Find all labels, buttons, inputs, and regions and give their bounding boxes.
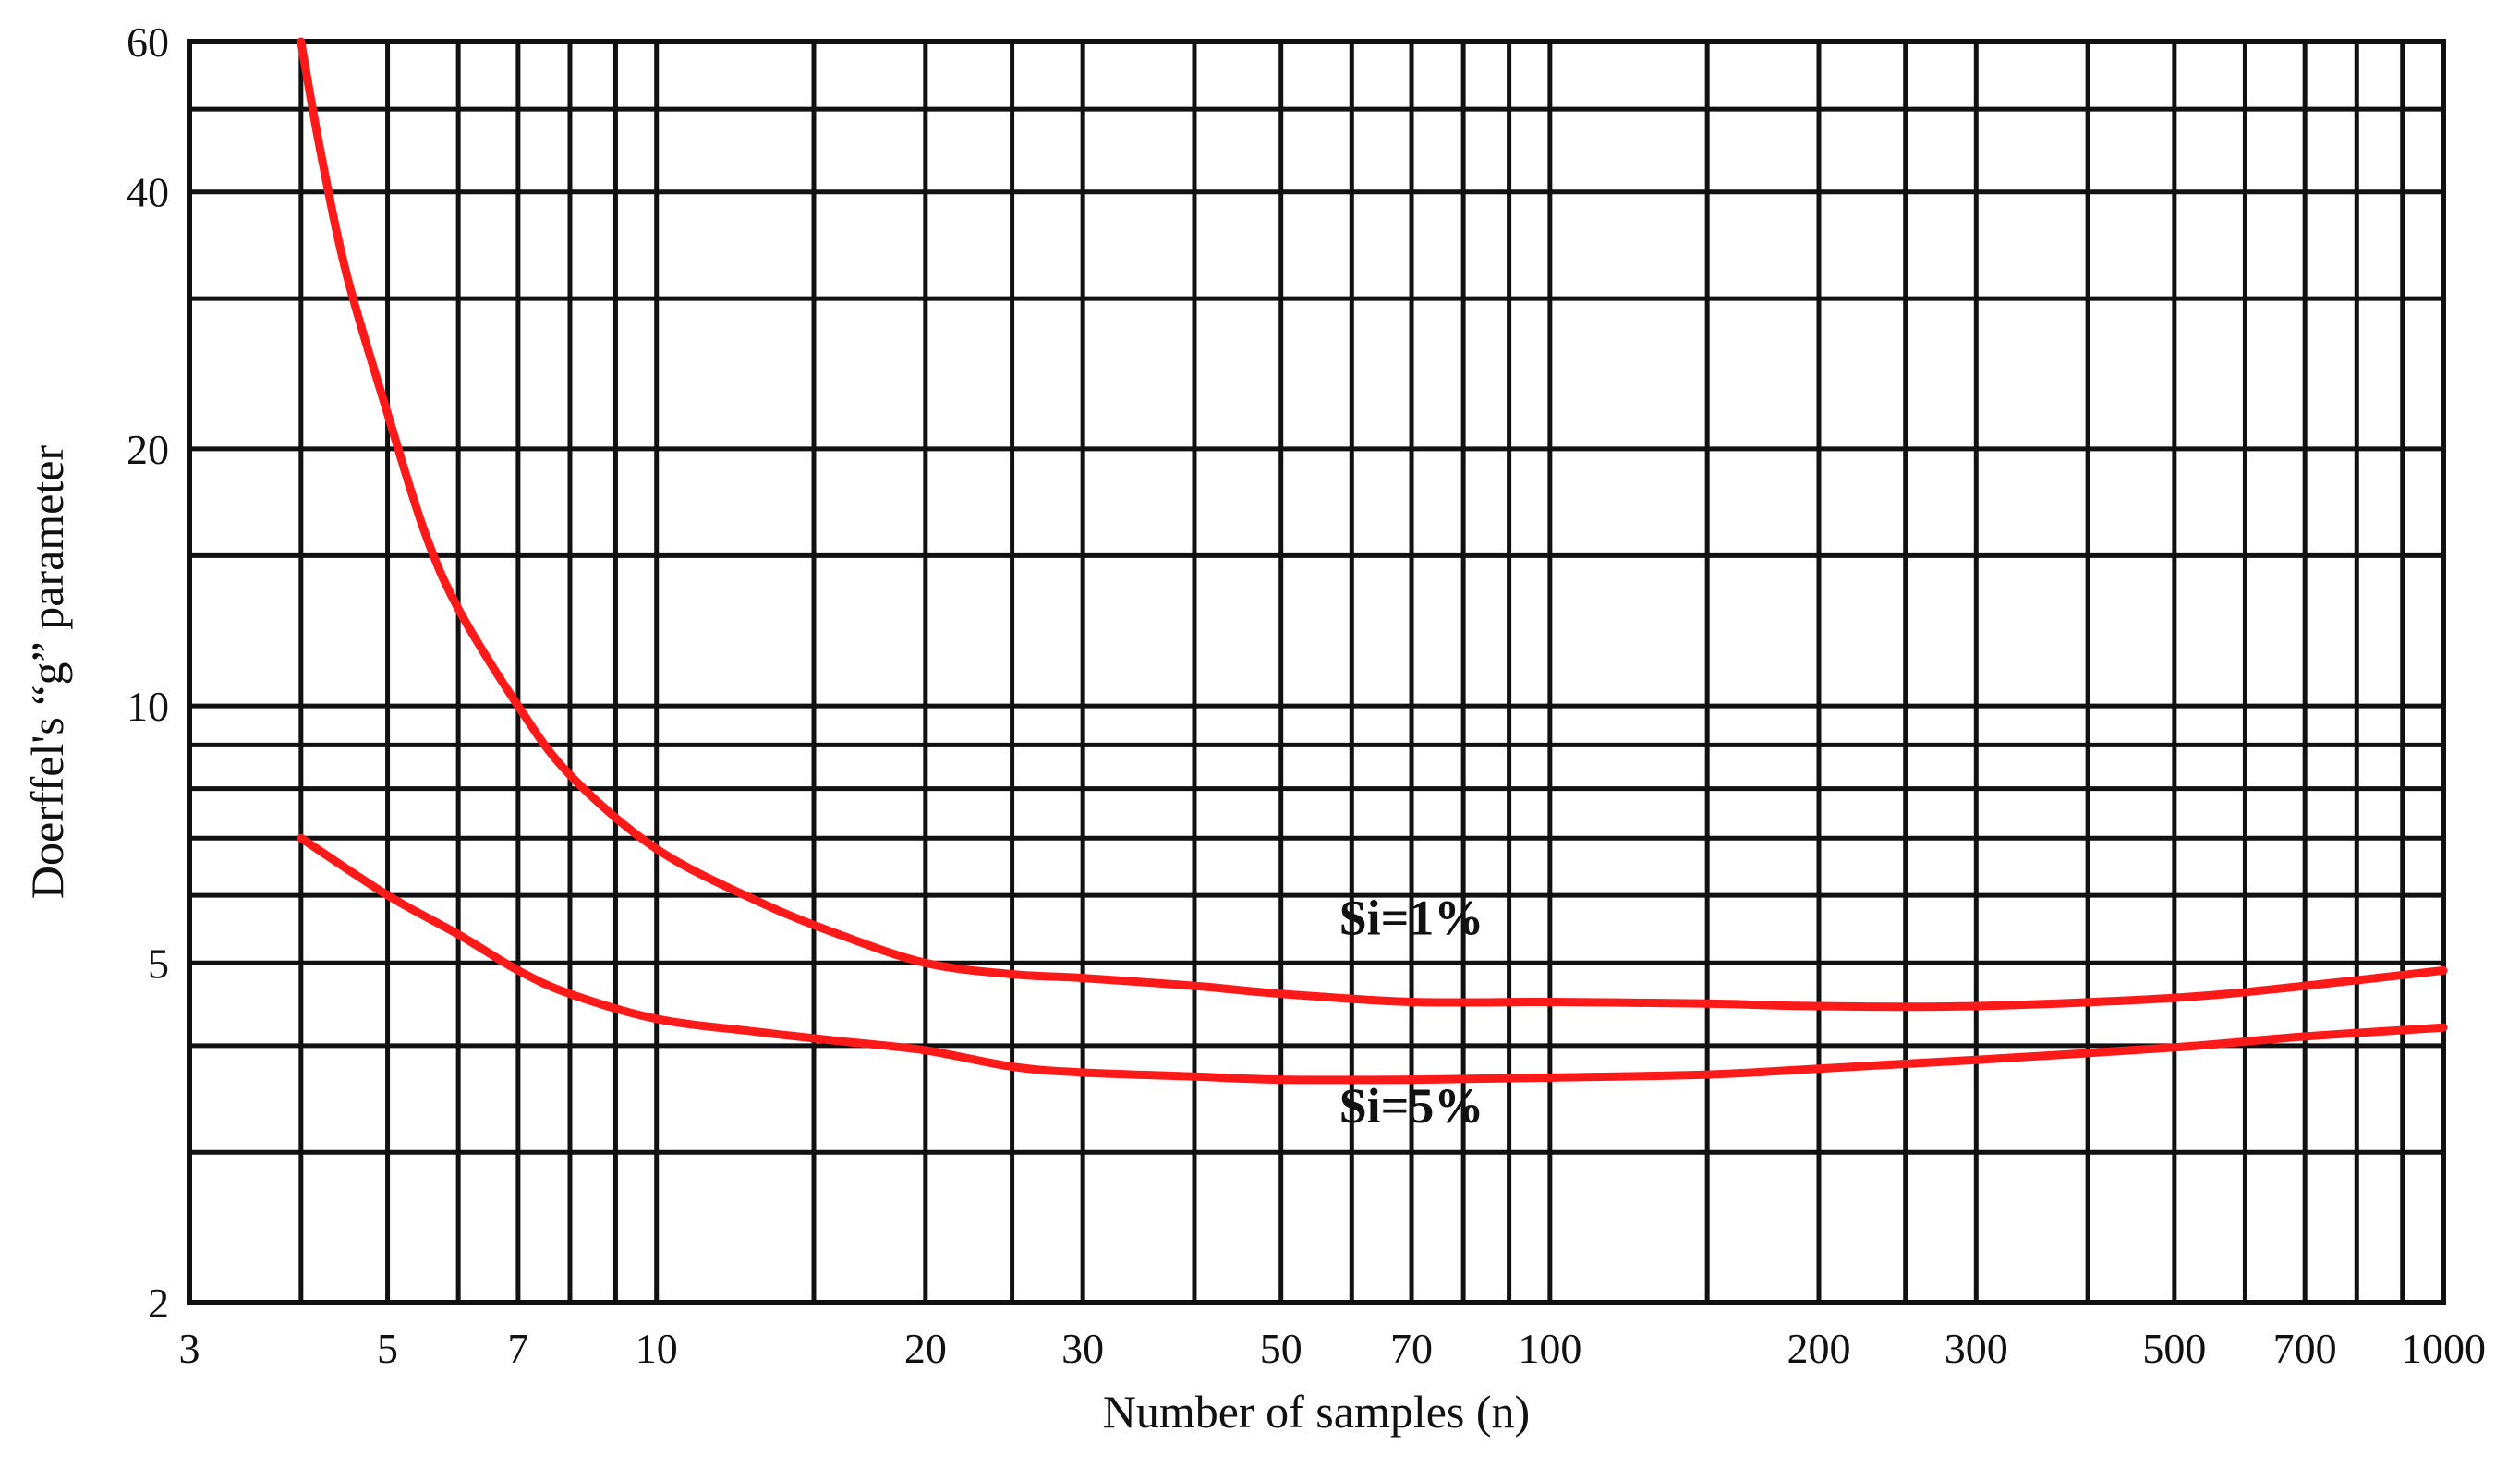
x-tick-label-10: 10 bbox=[636, 1325, 678, 1372]
x-tick-label-50: 50 bbox=[1260, 1325, 1302, 1372]
x-tick-labels: 3 5 7 10 20 30 50 70 100 200 300 500 700 1000 bbox=[179, 1325, 2487, 1372]
y-tick-labels: 2 5 10 20 40 60 bbox=[127, 18, 169, 1327]
x-tick-label-300: 300 bbox=[1945, 1325, 2008, 1372]
curve-series-si-1 bbox=[297, 37, 2448, 1012]
curve-label-si-1: Si=1% bbox=[1339, 890, 1484, 945]
plot-frame bbox=[187, 39, 2446, 1305]
y-tick-label-5: 5 bbox=[148, 940, 169, 987]
x-tick-label-30: 30 bbox=[1061, 1325, 1104, 1372]
x-tick-label-700: 700 bbox=[2273, 1325, 2337, 1372]
y-tick-label-10: 10 bbox=[127, 683, 169, 730]
x-tick-label-5: 5 bbox=[377, 1325, 398, 1372]
data-curves bbox=[297, 37, 2448, 1085]
x-tick-label-500: 500 bbox=[2142, 1325, 2206, 1372]
x-tick-label-200: 200 bbox=[1787, 1325, 1850, 1372]
x-tick-label-70: 70 bbox=[1390, 1325, 1433, 1372]
y-tick-label-2: 2 bbox=[148, 1280, 169, 1327]
x-tick-label-1000: 1000 bbox=[2401, 1325, 2486, 1372]
curve-series-si-5 bbox=[297, 833, 2448, 1085]
x-tick-label-3: 3 bbox=[179, 1325, 200, 1372]
y-tick-label-20: 20 bbox=[127, 426, 169, 473]
y-tick-label-40: 40 bbox=[127, 169, 169, 216]
x-axis-title: Number of samples (n) bbox=[1103, 1386, 1530, 1438]
x-tick-label-100: 100 bbox=[1518, 1325, 1581, 1372]
curve-label-si-5: Si=5% bbox=[1339, 1078, 1484, 1134]
y-tick-label-60: 60 bbox=[127, 18, 169, 66]
horizontal-gridlines bbox=[189, 106, 2443, 1155]
vertical-gridlines bbox=[298, 42, 2405, 1303]
x-tick-label-20: 20 bbox=[904, 1325, 947, 1372]
x-tick-label-7: 7 bbox=[507, 1325, 528, 1372]
y-axis-title: Doerffel's “g” parameter bbox=[21, 445, 73, 899]
